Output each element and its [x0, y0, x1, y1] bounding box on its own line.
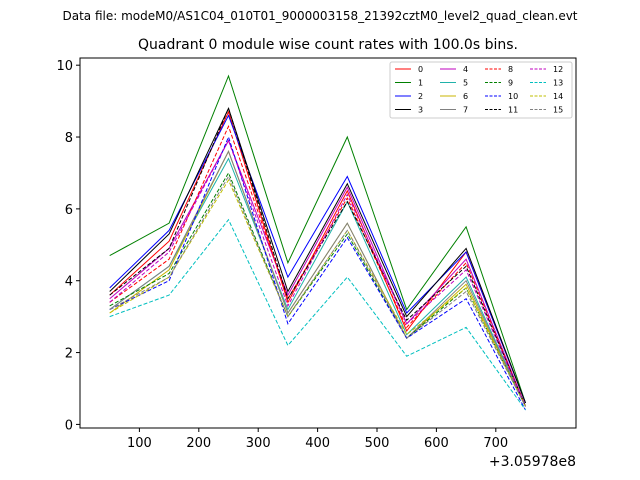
- y-tick-label-4: 4: [65, 275, 73, 290]
- series-line-3: [109, 106, 526, 404]
- y-tick-label-6: 6: [65, 203, 73, 218]
- legend-label-8: 8: [508, 65, 513, 74]
- series-line-12: [109, 139, 526, 407]
- legend-label-10: 10: [508, 92, 518, 101]
- x-tick-label-200: 200: [186, 436, 211, 451]
- chart-suptitle: Data file: modeM0/AS1C04_010T01_90000031…: [62, 9, 577, 23]
- legend-label-9: 9: [508, 79, 513, 88]
- x-tick-label-300: 300: [246, 436, 271, 451]
- y-tick-label-0: 0: [65, 418, 73, 433]
- series-line-10: [109, 135, 526, 411]
- legend-label-13: 13: [553, 79, 563, 88]
- x-axis-offset-label: +3.05978e8: [489, 454, 576, 470]
- series-line-15: [109, 175, 526, 407]
- legend-label-15: 15: [553, 106, 563, 115]
- x-tick-label-500: 500: [365, 436, 390, 451]
- legend-label-2: 2: [418, 92, 423, 101]
- series-line-11: [109, 106, 526, 407]
- series-line-8: [109, 124, 526, 407]
- legend-label-7: 7: [463, 106, 468, 115]
- legend-label-4: 4: [463, 65, 468, 74]
- y-axis: 0 2 4 6 8 10: [56, 59, 80, 433]
- legend-box: [389, 61, 573, 119]
- x-tick-label-600: 600: [424, 436, 449, 451]
- legend-label-5: 5: [463, 79, 468, 88]
- series-line-1: [109, 74, 526, 404]
- legend-label-14: 14: [553, 92, 563, 101]
- legend-label-6: 6: [463, 92, 468, 101]
- y-tick-label-2: 2: [65, 347, 73, 362]
- x-tick-label-100: 100: [127, 436, 152, 451]
- series-line-5: [109, 157, 526, 407]
- chart-title: Quadrant 0 module wise count rates with …: [138, 37, 518, 53]
- legend-label-11: 11: [508, 106, 518, 115]
- legend-label-3: 3: [418, 106, 423, 115]
- series-line-7: [109, 150, 526, 407]
- series-line-14: [109, 179, 526, 407]
- y-tick-label-10: 10: [56, 59, 73, 74]
- series-line-4: [109, 139, 526, 407]
- x-tick-label-400: 400: [305, 436, 330, 451]
- legend-label-1: 1: [418, 79, 423, 88]
- axes-frame: [79, 57, 577, 429]
- series-layer: [109, 74, 526, 411]
- x-tick-label-700: 700: [483, 436, 508, 451]
- legend-label-0: 0: [418, 65, 423, 74]
- x-axis: 100 200 300 400 500 600 700: [127, 428, 508, 451]
- series-line-2: [109, 114, 526, 404]
- series-line-0: [109, 110, 526, 404]
- series-line-13: [109, 218, 526, 411]
- y-tick-label-8: 8: [65, 131, 73, 146]
- legend-label-12: 12: [553, 65, 563, 74]
